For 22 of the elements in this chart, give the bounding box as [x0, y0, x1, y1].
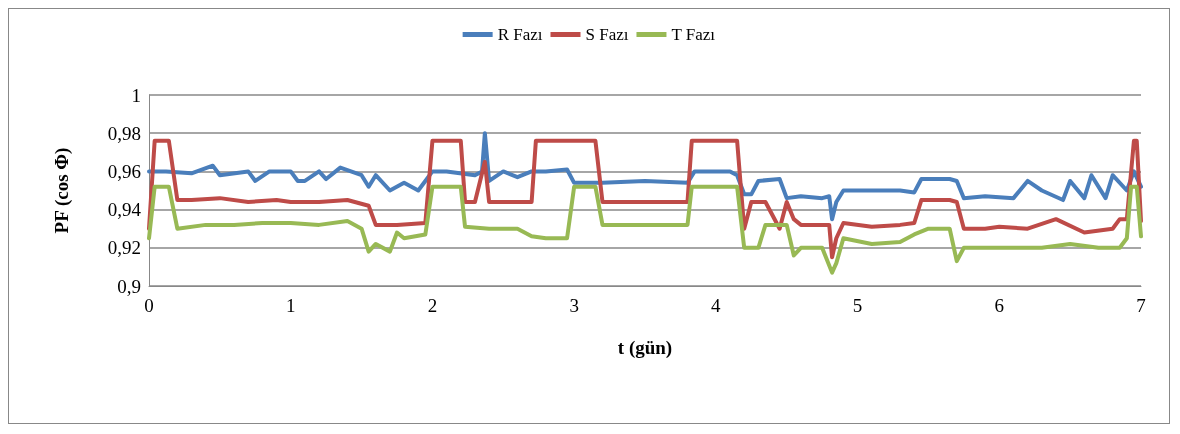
x-tick-label: 5 [852, 295, 863, 316]
y-axis-title: PF (cos Φ) [51, 147, 73, 234]
x-tick-label: 7 [1136, 295, 1146, 316]
x-tick-label: 3 [569, 295, 579, 316]
x-tick-label: 1 [285, 295, 296, 316]
x-tick-label: 0 [144, 295, 154, 316]
legend-label: S Fazı [585, 25, 629, 44]
y-tick-label: 0,96 [107, 160, 141, 182]
y-tick-label: 0,98 [107, 122, 141, 144]
x-tick-label: 4 [711, 295, 722, 316]
x-axis-title: t (gün) [617, 337, 673, 359]
y-tick-label: 0,9 [117, 275, 141, 297]
y-tick-label: 0,94 [107, 199, 142, 221]
line-series [147, 138, 1143, 260]
line-series [147, 184, 1143, 275]
y-tick-label: 0,92 [107, 237, 141, 259]
legend-label: T Fazı [671, 25, 716, 44]
line-series [147, 131, 1143, 222]
x-tick-label: 2 [427, 295, 438, 316]
x-tick-label: 6 [994, 295, 1005, 316]
y-tick-label: 1 [131, 84, 141, 106]
legend-label: R Fazı [497, 25, 543, 44]
